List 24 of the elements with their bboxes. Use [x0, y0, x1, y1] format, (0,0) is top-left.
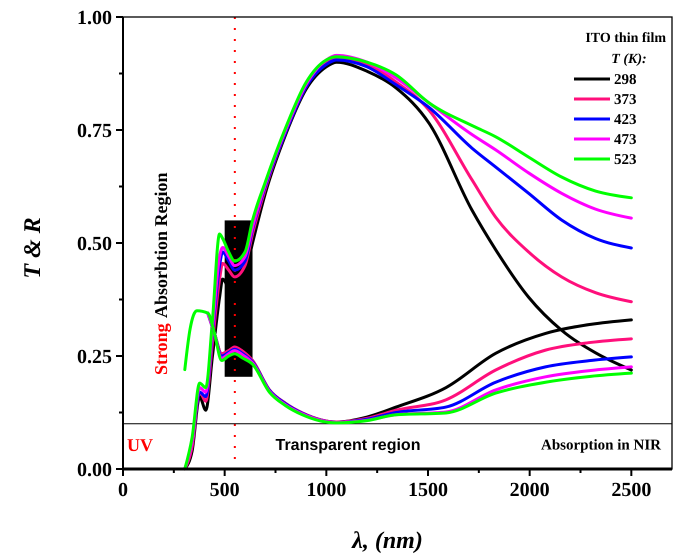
y-tick-label: 0.00 — [77, 459, 112, 481]
y-tick-label: 1.00 — [77, 7, 112, 29]
x-tick-label: 2000 — [510, 479, 550, 501]
x-tick-label: 2500 — [611, 479, 652, 501]
annotation: Absorption in NIR — [540, 437, 662, 454]
y-tick-label: 0.75 — [77, 120, 112, 142]
annotation: UV — [127, 435, 153, 456]
annotation: Transparent region — [276, 437, 420, 454]
y-tick-label: 0.25 — [77, 346, 112, 368]
x-tick-label: 500 — [210, 479, 240, 501]
x-tick-label: 1500 — [408, 479, 448, 501]
legend-label: 523 — [614, 152, 636, 168]
legend-label: 373 — [614, 92, 636, 108]
annotation: Absorbtion Region — [151, 172, 172, 318]
legend-label: 473 — [614, 132, 636, 148]
legend-label: 298 — [614, 72, 636, 88]
annotation: Strong — [151, 323, 172, 375]
y-axis-title: T & R — [20, 217, 46, 279]
legend-label: 423 — [614, 112, 636, 128]
legend-title: ITO thin film T (K): — [585, 31, 666, 67]
x-tick-label: 0 — [118, 479, 128, 501]
y-tick-label: 0.50 — [77, 233, 112, 255]
x-tick-label: 1000 — [306, 479, 346, 501]
x-axis-title: λ, (nm) — [351, 528, 423, 554]
